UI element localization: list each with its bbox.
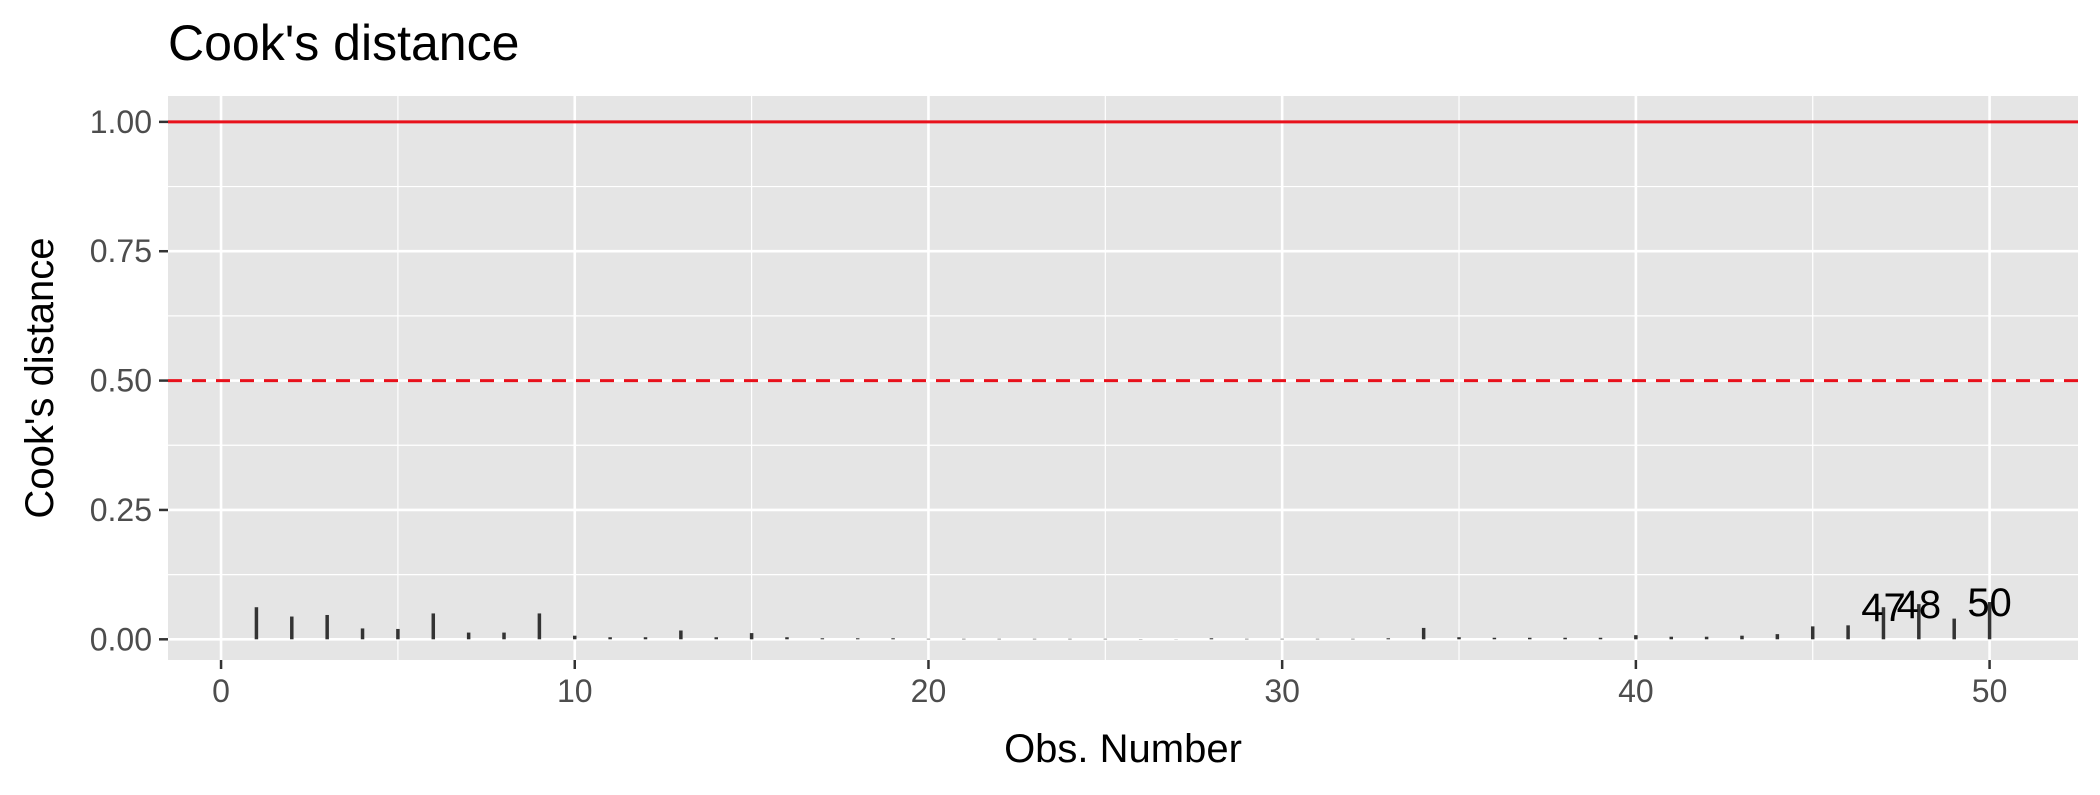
plot-panel bbox=[168, 96, 2078, 660]
x-tick-label: 40 bbox=[1618, 673, 1654, 709]
x-tick-label: 20 bbox=[911, 673, 947, 709]
y-axis-title: Cook's distance bbox=[18, 237, 62, 518]
minor-gridlines bbox=[168, 96, 2078, 660]
x-tick-label: 50 bbox=[1972, 673, 2008, 709]
x-tick-label: 0 bbox=[212, 673, 230, 709]
x-tick-label: 10 bbox=[557, 673, 593, 709]
y-tick-label: 0.00 bbox=[90, 621, 152, 657]
x-axis: 0 10 20 30 40 50 bbox=[212, 660, 2007, 709]
bars-layer bbox=[254, 602, 1992, 640]
y-tick-label: 0.50 bbox=[90, 363, 152, 399]
y-tick-label: 0.75 bbox=[90, 233, 152, 269]
chart-title: Cook's distance bbox=[168, 15, 519, 71]
x-axis-title: Obs. Number bbox=[1004, 727, 1242, 771]
point-label-47: 47 bbox=[1861, 586, 1906, 630]
y-tick-label: 1.00 bbox=[90, 104, 152, 140]
point-label-50: 50 bbox=[1967, 581, 2012, 625]
y-tick-label: 0.25 bbox=[90, 492, 152, 528]
x-tick-label: 30 bbox=[1264, 673, 1300, 709]
y-axis: 0.00 0.25 0.50 0.75 1.00 bbox=[90, 104, 168, 657]
reference-lines bbox=[168, 120, 2078, 383]
point-label-48: 48 bbox=[1897, 583, 1942, 627]
major-gridlines bbox=[168, 96, 2078, 660]
